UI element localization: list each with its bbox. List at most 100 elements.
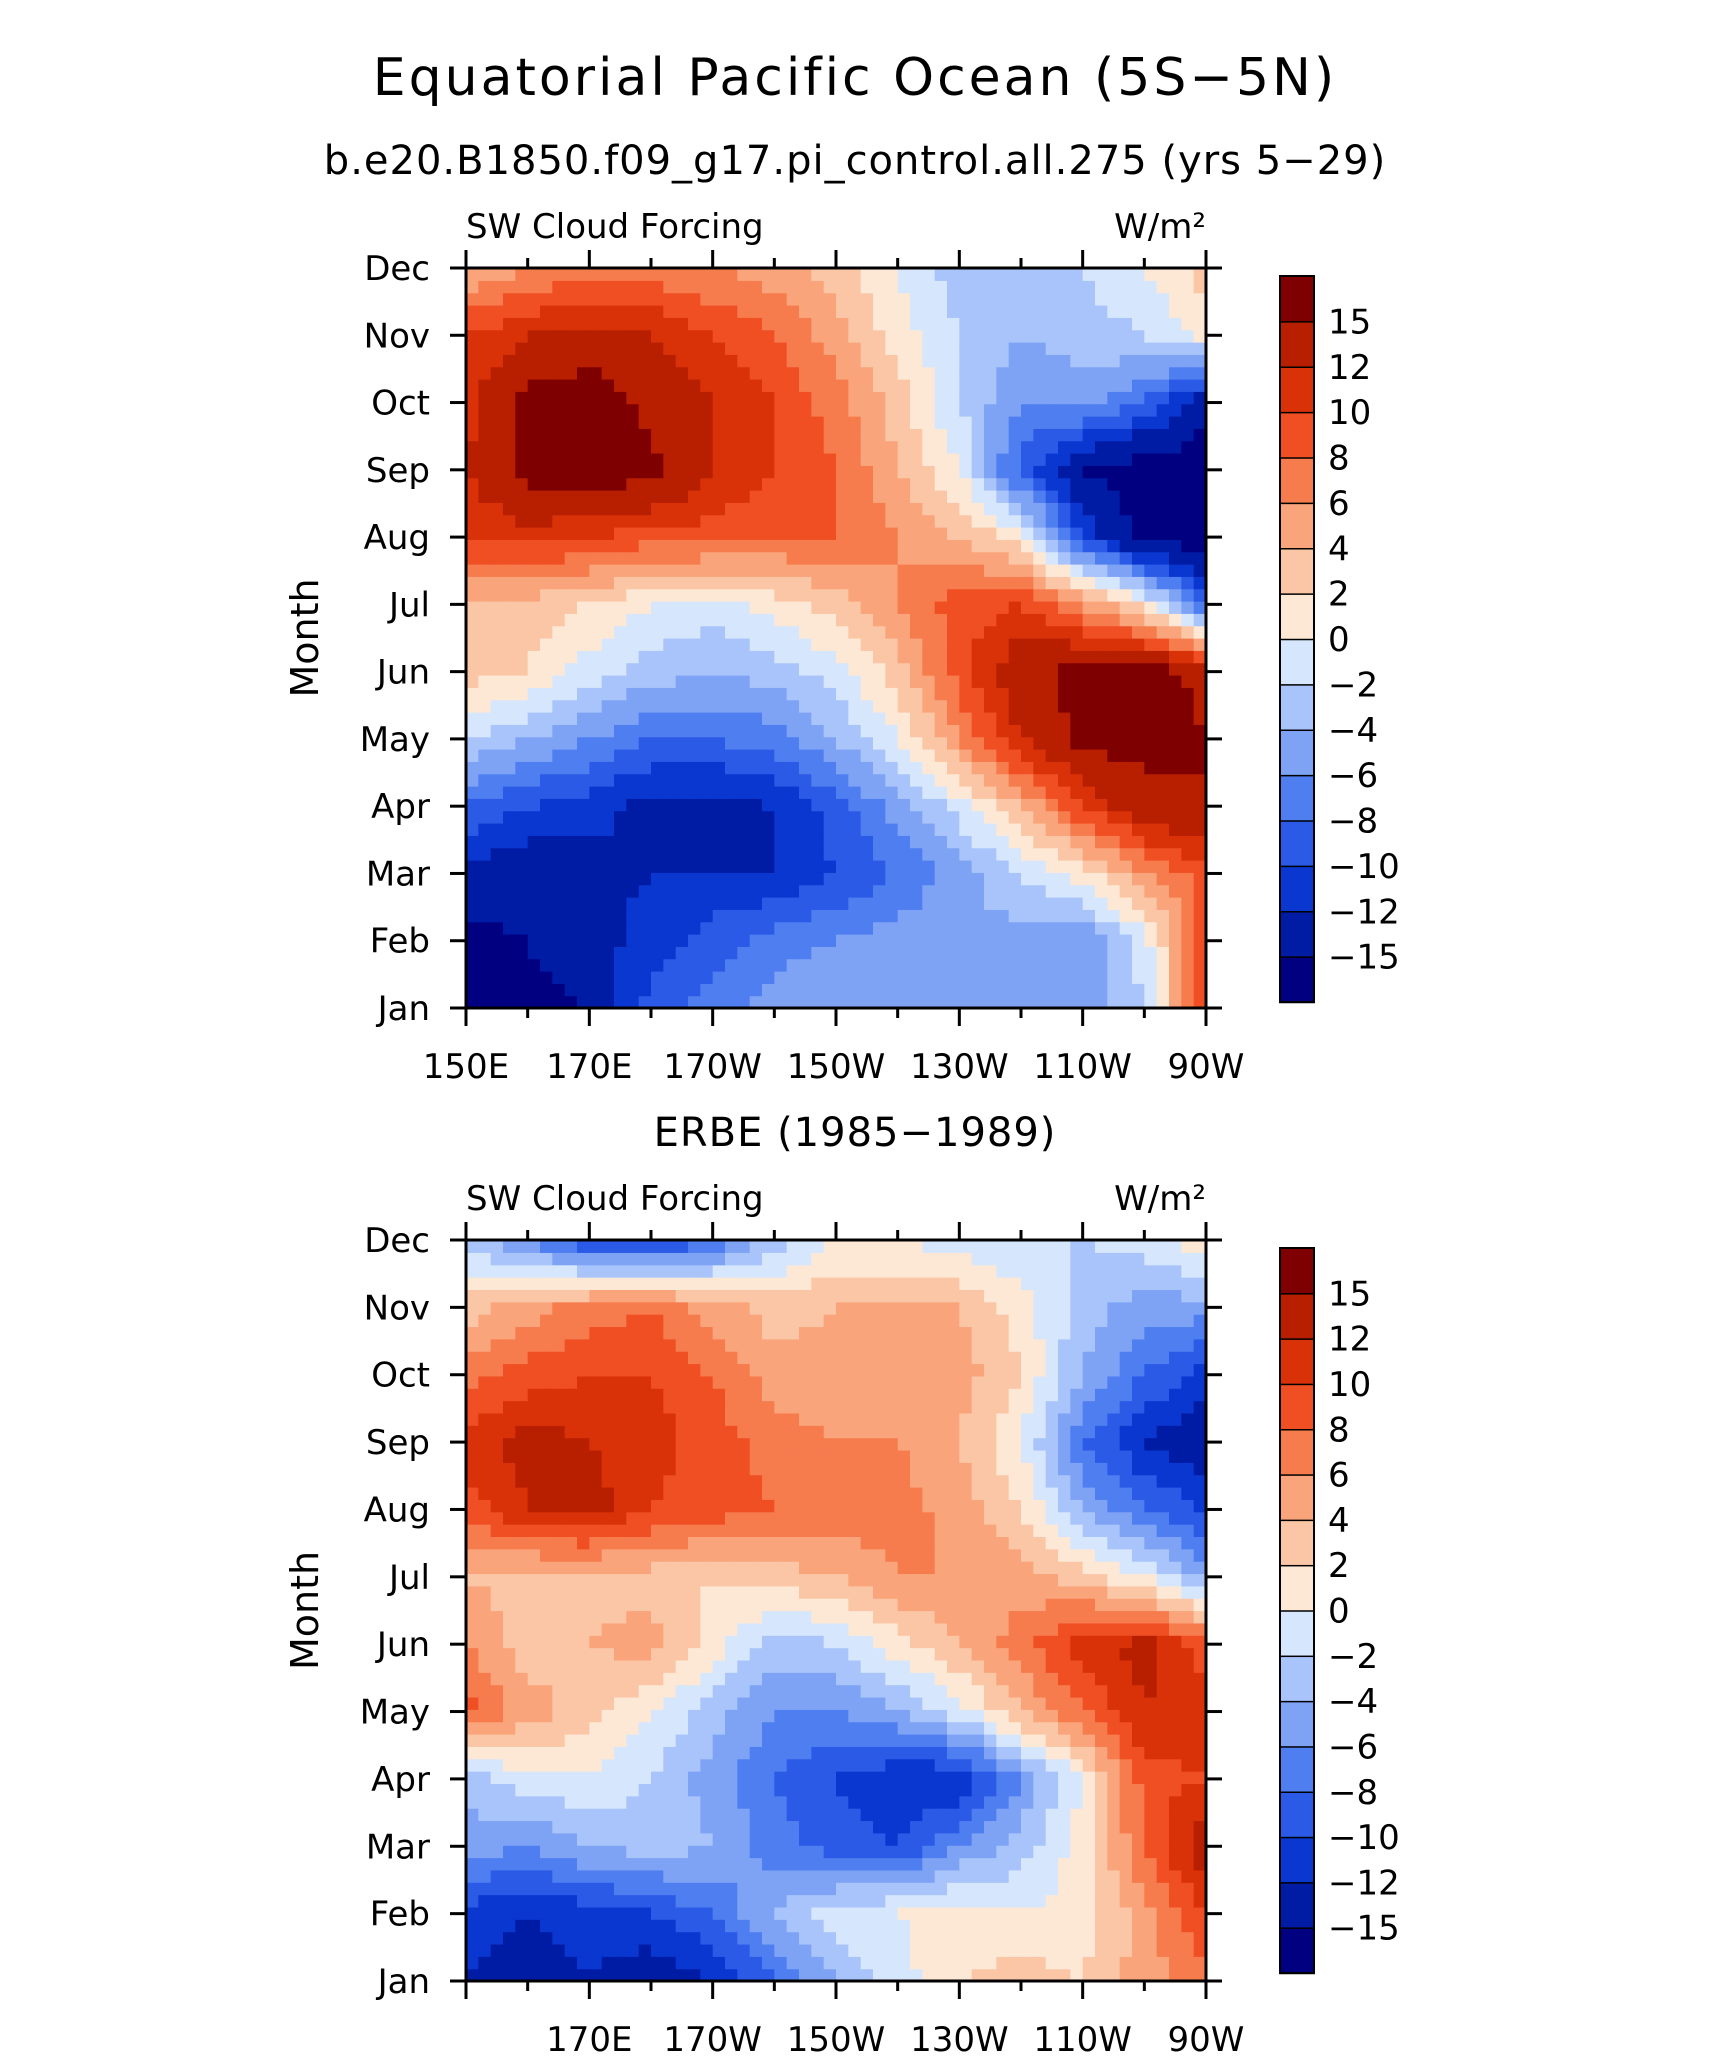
heatmap-cell: [737, 884, 751, 898]
heatmap-cell: [663, 884, 677, 898]
heatmap-cell: [836, 749, 849, 762]
heatmap-cell: [540, 514, 553, 528]
y-tick-label: May: [360, 720, 430, 760]
heatmap-cell: [737, 1919, 751, 1933]
heatmap-cell: [725, 872, 738, 886]
heatmap-cell: [749, 1734, 763, 1747]
figure-title: Equatorial Pacific Ocean (5S−5N): [372, 48, 1338, 108]
heatmap-cell: [885, 1906, 899, 1920]
heatmap-cell: [564, 773, 578, 787]
heatmap-cell: [675, 946, 689, 960]
heatmap-cell: [934, 551, 948, 565]
heatmap-cell: [1144, 712, 1158, 725]
heatmap-cell: [700, 983, 714, 997]
heatmap-cell: [626, 921, 640, 935]
heatmap-cell: [466, 1894, 479, 1908]
heatmap-cell: [885, 440, 899, 454]
heatmap-cell: [552, 1832, 566, 1846]
heatmap-cell: [774, 465, 788, 479]
heatmap-cell: [490, 564, 504, 577]
heatmap-cell: [1169, 1882, 1182, 1896]
heatmap-cell: [873, 1734, 886, 1747]
heatmap-cell: [762, 453, 775, 466]
heatmap-cell: [1045, 305, 1059, 318]
heatmap-cell: [984, 428, 997, 442]
heatmap-cell: [1119, 736, 1133, 750]
heatmap-cell: [1156, 1943, 1170, 1957]
heatmap-cell: [589, 588, 603, 602]
heatmap-cell: [490, 1906, 504, 1920]
heatmap-cell: [799, 576, 812, 590]
heatmap-cell: [1169, 1869, 1182, 1883]
heatmap-cell: [540, 1869, 553, 1883]
heatmap-cell: [922, 588, 936, 602]
heatmap-cell: [1181, 268, 1195, 281]
heatmap-cell: [799, 724, 812, 738]
heatmap-cell: [527, 354, 541, 368]
heatmap-cell: [1132, 749, 1145, 762]
heatmap-cell: [823, 391, 837, 405]
heatmap-cell: [1156, 749, 1170, 762]
heatmap-cell: [638, 1771, 652, 1784]
heatmap-cell: [712, 921, 726, 935]
heatmap-cell: [1144, 551, 1158, 565]
heatmap-cell: [503, 773, 516, 787]
heatmap-cell: [601, 317, 615, 331]
heatmap-cell: [897, 835, 911, 849]
heatmap-cell: [1132, 477, 1145, 491]
heatmap-cell: [614, 847, 627, 861]
heatmap-cell: [515, 551, 529, 565]
heatmap-cell: [688, 1808, 701, 1822]
heatmap-cell: [811, 613, 825, 627]
heatmap-cell: [614, 280, 627, 294]
heatmap-cell: [1021, 946, 1034, 960]
heatmap-cell: [601, 1956, 615, 1970]
heatmap-cell: [1058, 860, 1071, 873]
heatmap-cell: [786, 638, 800, 651]
heatmap-cell: [1021, 712, 1034, 725]
heatmap-cell: [1107, 835, 1121, 849]
heatmap-cell: [762, 465, 775, 479]
heatmap-cell: [959, 354, 973, 368]
heatmap-cell: [1107, 379, 1121, 392]
heatmap-cell: [860, 835, 874, 849]
heatmap-cell: [1181, 712, 1195, 725]
heatmap-cell: [959, 329, 973, 343]
heatmap-cell: [823, 921, 837, 935]
heatmap-cell: [1119, 860, 1133, 873]
heatmap-cell: [1132, 897, 1145, 910]
heatmap-cell: [786, 1931, 800, 1945]
heatmap-cell: [725, 588, 738, 602]
heatmap-cell: [540, 921, 553, 935]
heatmap-cell: [527, 749, 541, 762]
heatmap-cell: [749, 650, 763, 664]
heatmap-cell: [1119, 773, 1133, 787]
heatmap-cell: [1169, 354, 1182, 368]
heatmap-cell: [873, 268, 886, 281]
heatmap-cell: [688, 687, 701, 701]
heatmap-cell: [1070, 477, 1084, 491]
heatmap-cell: [1156, 1832, 1170, 1846]
heatmap-cell: [552, 1721, 566, 1735]
heatmap-cell: [1033, 268, 1047, 281]
heatmap-cell: [922, 1968, 936, 1982]
heatmap-cell: [700, 921, 714, 935]
heatmap-cell: [1008, 342, 1022, 355]
heatmap-cell: [823, 490, 837, 503]
heatmap-cell: [947, 1931, 960, 1945]
heatmap-cell: [503, 1783, 516, 1797]
heatmap-cell: [1045, 1956, 1059, 1970]
heatmap-cell: [749, 1758, 763, 1772]
heatmap-cell: [786, 958, 800, 972]
colorbar-label: 2: [1328, 575, 1350, 615]
heatmap-cell: [1107, 342, 1121, 355]
heatmap-cell: [811, 280, 825, 294]
heatmap-cell: [1021, 564, 1034, 577]
heatmap-cell: [527, 280, 541, 294]
heatmap-cell: [971, 909, 985, 923]
heatmap-cell: [873, 342, 886, 355]
heatmap-cell: [1008, 564, 1022, 577]
heatmap-cell: [503, 465, 516, 479]
heatmap-cell: [638, 638, 652, 651]
heatmap-cell: [811, 1882, 825, 1896]
